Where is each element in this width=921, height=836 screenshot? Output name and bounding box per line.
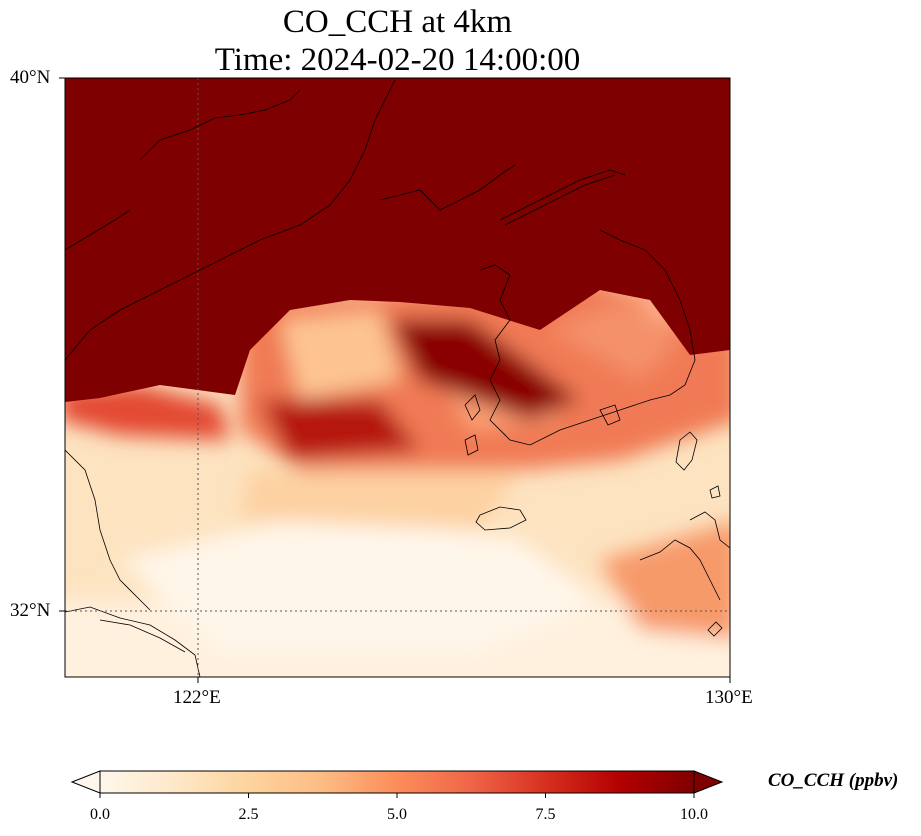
colorbar-tick-label: 7.5 (535, 806, 556, 823)
colorbar (70, 770, 724, 798)
colorbar-min-extend (70, 770, 101, 794)
axis-ticks (59, 77, 731, 683)
colorbar-tick-label: 5.0 (387, 806, 407, 823)
colorbar-tick-label: 10.0 (680, 806, 708, 823)
map-frame (64, 77, 731, 678)
colorbar-max-extend (693, 770, 724, 794)
lat-tick-label-32: 32°N (10, 600, 51, 621)
lat-tick-label-40: 40°N (10, 67, 51, 88)
colorbar-tick-label: 0.0 (90, 806, 110, 823)
gridlines (65, 78, 730, 677)
lon-tick-label-122: 122°E (173, 687, 221, 708)
colorbar-gradient (100, 771, 694, 793)
colorbar-tick-label: 2.5 (238, 806, 259, 823)
concentration-field (65, 78, 730, 677)
map-title: CO_CCH at 4km (282, 4, 513, 40)
coastlines (65, 79, 730, 677)
map-subtitle-time: Time: 2024-02-20 14:00:00 (214, 42, 581, 78)
lon-tick-label-130: 130°E (705, 687, 753, 708)
colorbar-label: CO_CCH (ppbv) (768, 770, 899, 791)
